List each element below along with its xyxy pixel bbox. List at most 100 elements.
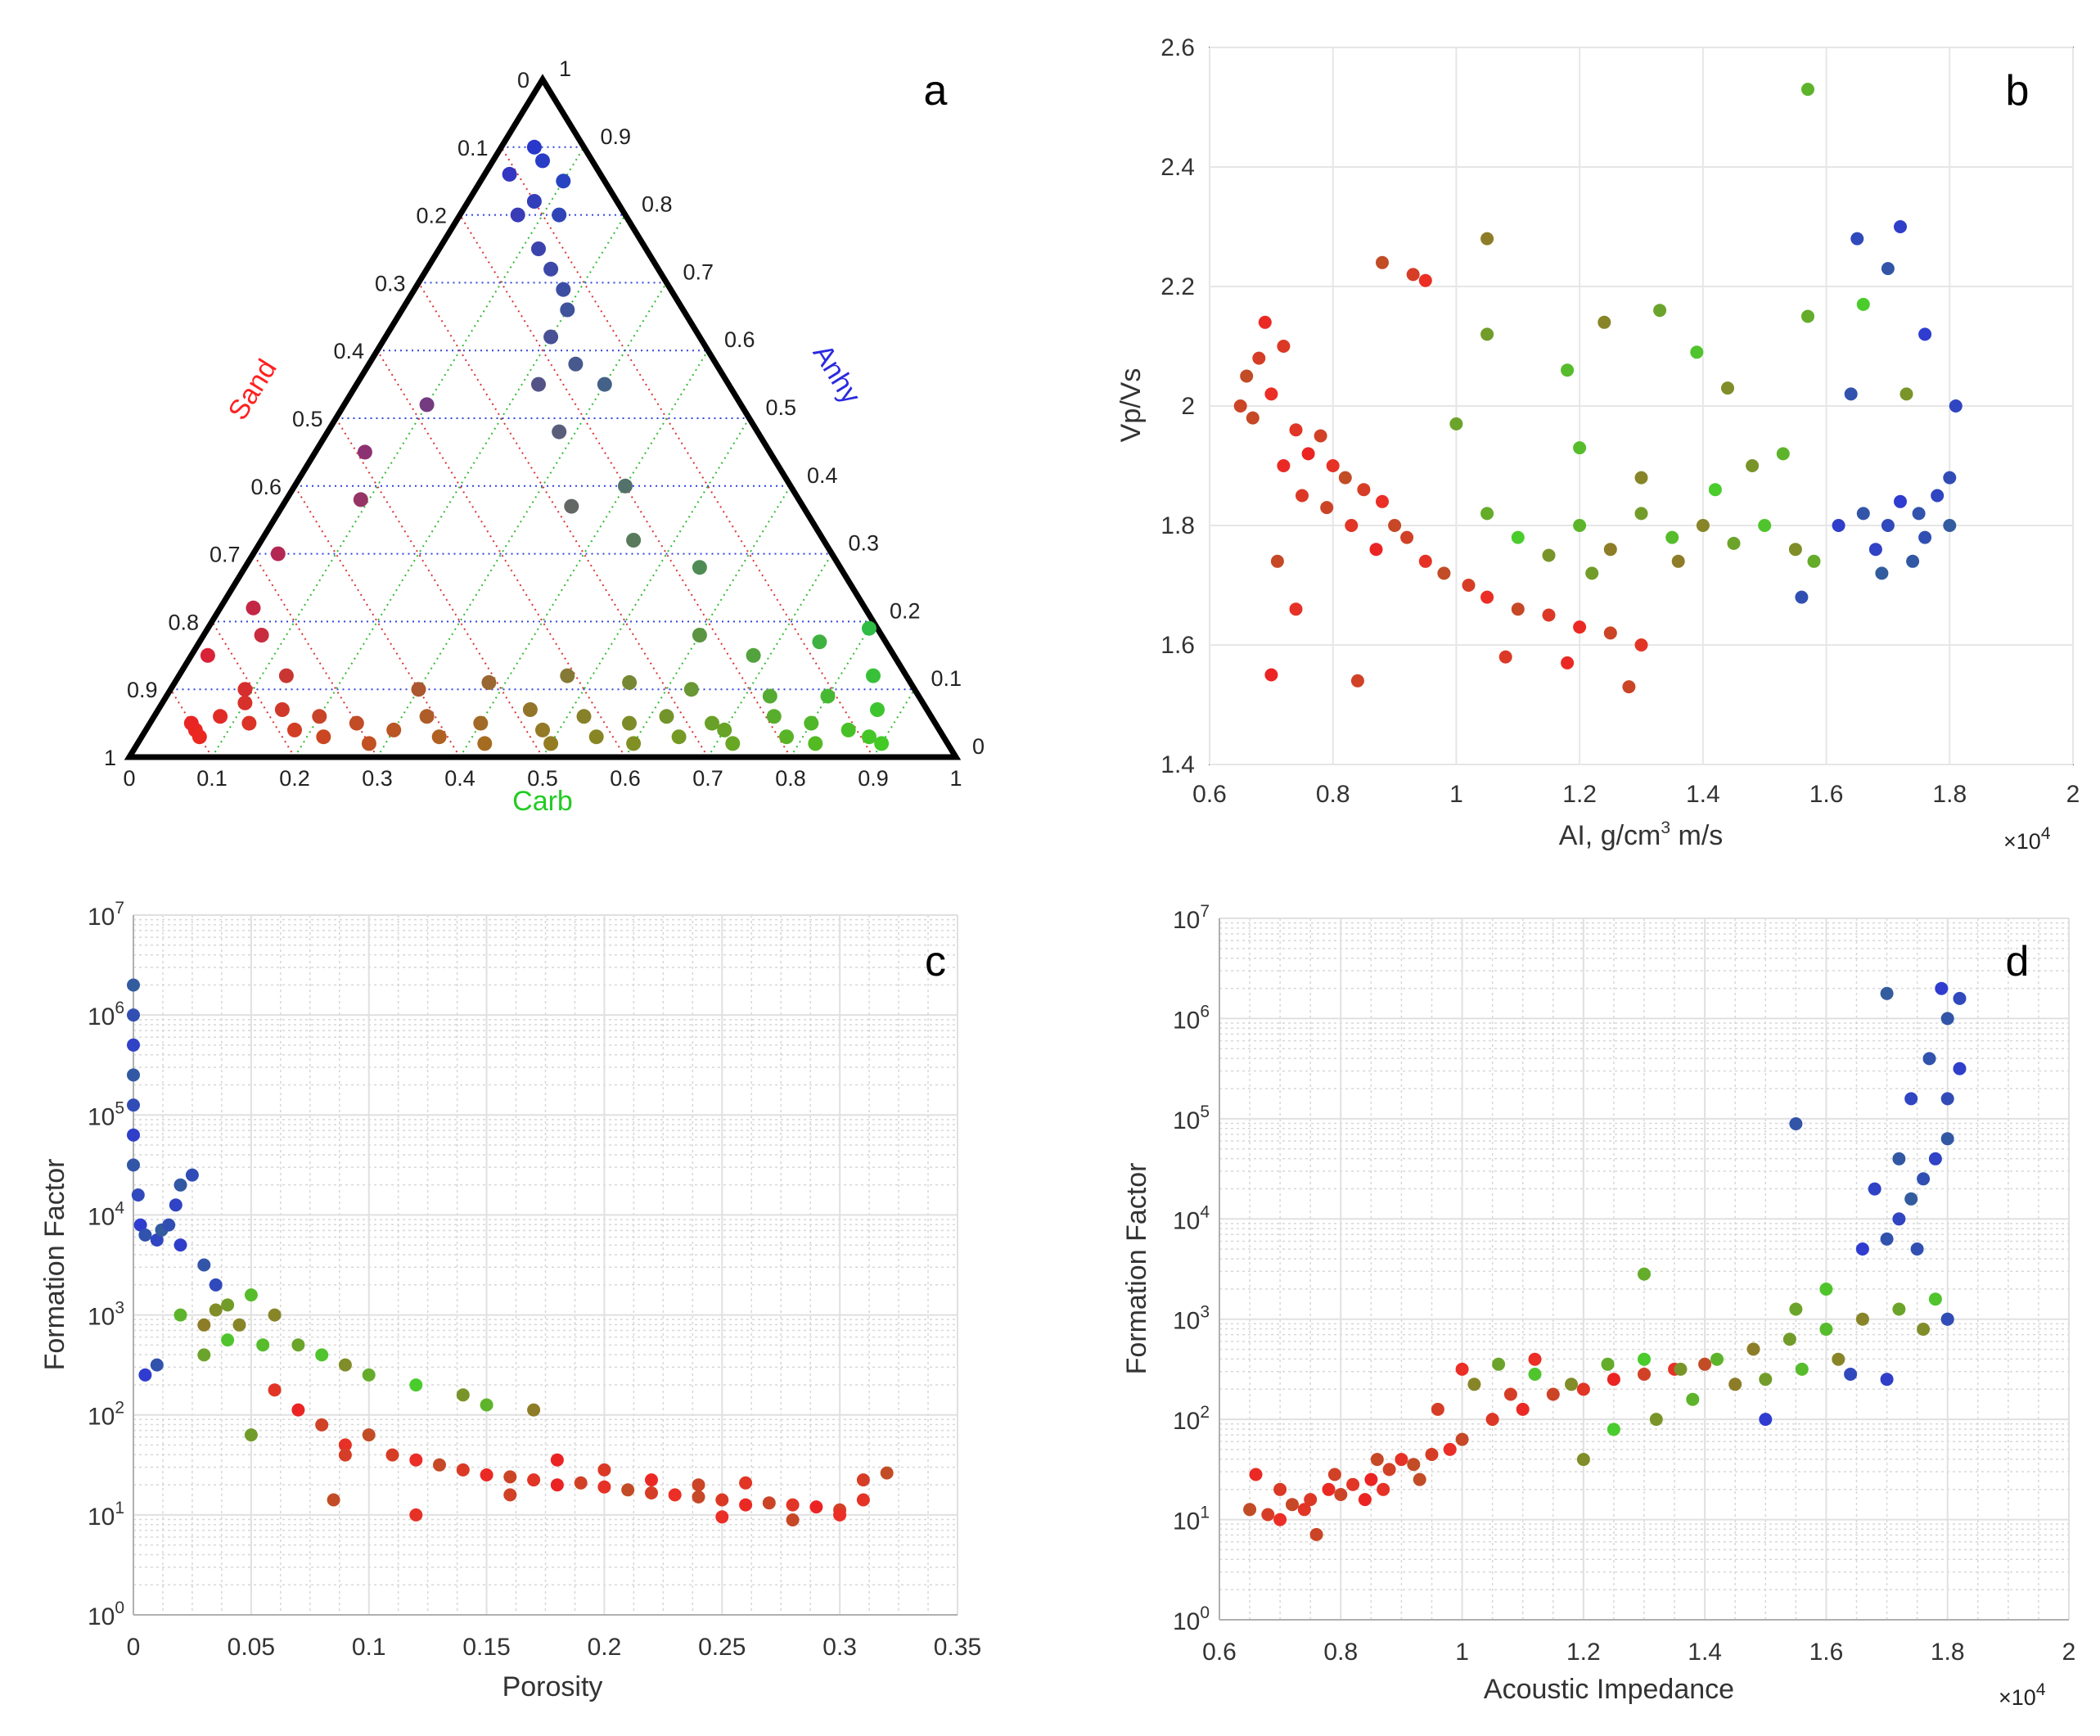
scatter-point xyxy=(1418,554,1432,568)
scatter-point xyxy=(1607,1423,1620,1436)
scatter-point xyxy=(1949,399,1963,413)
x-multiplier-d: ×104 xyxy=(1999,1680,2046,1710)
left-tick-label: 0.6 xyxy=(250,475,282,499)
carb-gridline xyxy=(624,485,791,758)
scatter-point xyxy=(1910,1242,1924,1256)
scatter-point xyxy=(127,1098,140,1112)
scatter-point xyxy=(1789,1117,1803,1130)
right-tick-label: 0.4 xyxy=(807,463,838,488)
ternary-point xyxy=(671,729,687,745)
scatter-point xyxy=(1264,668,1278,682)
scatter-point xyxy=(1320,501,1334,515)
scatter-point xyxy=(1246,411,1260,425)
ternary-point xyxy=(254,628,269,643)
x-tick-label: 1 xyxy=(1455,1639,1469,1666)
x-axis-label-b-suffix: m/s xyxy=(1670,820,1723,851)
scatter-point xyxy=(1443,1442,1457,1456)
scatter-point xyxy=(244,1288,258,1302)
ternary-point xyxy=(241,715,257,731)
ternary-point xyxy=(361,736,376,751)
y-tick-label: 101 xyxy=(1173,1504,1210,1535)
y-tick-base: 10 xyxy=(1173,1408,1200,1435)
scatter-point xyxy=(1603,626,1617,640)
ternary-point xyxy=(200,647,215,663)
scatter-point xyxy=(1297,1503,1311,1517)
scatter-point xyxy=(209,1278,223,1292)
ternary-point xyxy=(419,709,435,724)
ternary-point xyxy=(543,261,559,277)
y-tick-label: 106 xyxy=(1173,1002,1210,1034)
scatter-point xyxy=(1314,429,1327,443)
scatter-point xyxy=(456,1388,470,1402)
x-tick-label: 1.2 xyxy=(1562,781,1597,808)
scatter-point xyxy=(527,1473,541,1487)
x-multiplier-b: ×104 xyxy=(2003,824,2051,854)
bottom-tick-label: 0.6 xyxy=(610,766,641,791)
scatter-point xyxy=(127,978,140,992)
scatter-point xyxy=(856,1493,870,1507)
scatter-point xyxy=(1746,459,1760,472)
scatter-point xyxy=(1561,656,1575,670)
x-tick-label: 0.05 xyxy=(228,1634,275,1661)
scatter-point xyxy=(197,1318,211,1332)
ternary-point xyxy=(477,736,493,751)
scatter-point xyxy=(1875,566,1889,580)
scatter-point xyxy=(315,1348,329,1362)
scatter-point xyxy=(1233,399,1247,413)
data-points-c xyxy=(127,978,894,1526)
scatter-point xyxy=(150,1358,164,1372)
ternary-point xyxy=(659,709,674,724)
y-tick-label: 104 xyxy=(88,1198,124,1230)
bottom-tick-label: 0.9 xyxy=(858,766,889,791)
scatter-point xyxy=(1528,1352,1542,1366)
scatter-point xyxy=(173,1308,187,1322)
x-tick-label: 0.6 xyxy=(1202,1639,1237,1666)
scatter-point xyxy=(1480,590,1494,604)
x-multiplier-d-base: ×10 xyxy=(1999,1685,2036,1710)
scatter-point xyxy=(480,1398,493,1412)
ternary-point xyxy=(526,194,542,209)
ternary-point xyxy=(543,736,559,751)
right-tick-label: 1 xyxy=(559,56,571,81)
bottom-tick-label: 0.2 xyxy=(279,766,310,791)
scatter-point xyxy=(1698,1357,1712,1371)
scatter-point xyxy=(1413,1472,1426,1486)
scatter-point xyxy=(833,1508,847,1522)
scatter-point xyxy=(1607,1373,1620,1387)
left-tick-label: 0 xyxy=(517,68,530,92)
scatter-point xyxy=(268,1383,282,1397)
scatter-point xyxy=(1880,1232,1894,1246)
scatter-point xyxy=(1345,519,1359,532)
scatter-point xyxy=(1326,459,1340,472)
y-tick-label: 106 xyxy=(88,999,124,1030)
ternary-point xyxy=(556,174,571,189)
tick-labels-c: 0 0.05 0.1 0.15 0.2 0.25 0.3 0.3510010110210310… xyxy=(88,899,981,1661)
scatter-point xyxy=(138,1228,152,1242)
scatter-point xyxy=(1940,1312,1954,1326)
bottom-tick-label: 0.1 xyxy=(196,766,228,791)
y-tick-base: 10 xyxy=(1173,1308,1200,1335)
scatter-point xyxy=(1892,1212,1906,1226)
scatter-point xyxy=(209,1303,223,1317)
ternary-point xyxy=(411,682,426,697)
left-tick-label: 0.3 xyxy=(375,271,406,295)
scatter-point xyxy=(715,1493,729,1507)
scatter-point xyxy=(1674,1362,1688,1376)
scatter-point xyxy=(1485,1413,1499,1427)
scatter-point xyxy=(1322,1482,1336,1496)
scatter-point xyxy=(762,1496,776,1510)
x-axis-label-b: AI, g/cm3 m/s xyxy=(1559,818,1724,851)
scatter-point xyxy=(1696,519,1710,532)
scatter-point xyxy=(1856,297,1870,311)
scatter-point xyxy=(692,1478,705,1492)
scatter-point xyxy=(1758,519,1772,532)
scatter-point xyxy=(480,1468,493,1481)
x-axis-label-c: Porosity xyxy=(502,1671,603,1702)
scatter-point xyxy=(162,1218,176,1232)
scatter-point xyxy=(1832,1352,1845,1366)
left-tick-label: 0.7 xyxy=(210,543,241,567)
scatter-point xyxy=(1671,554,1685,568)
scatter-point xyxy=(1289,423,1303,437)
scatter-point xyxy=(1357,483,1371,497)
ternary-point xyxy=(183,715,199,731)
